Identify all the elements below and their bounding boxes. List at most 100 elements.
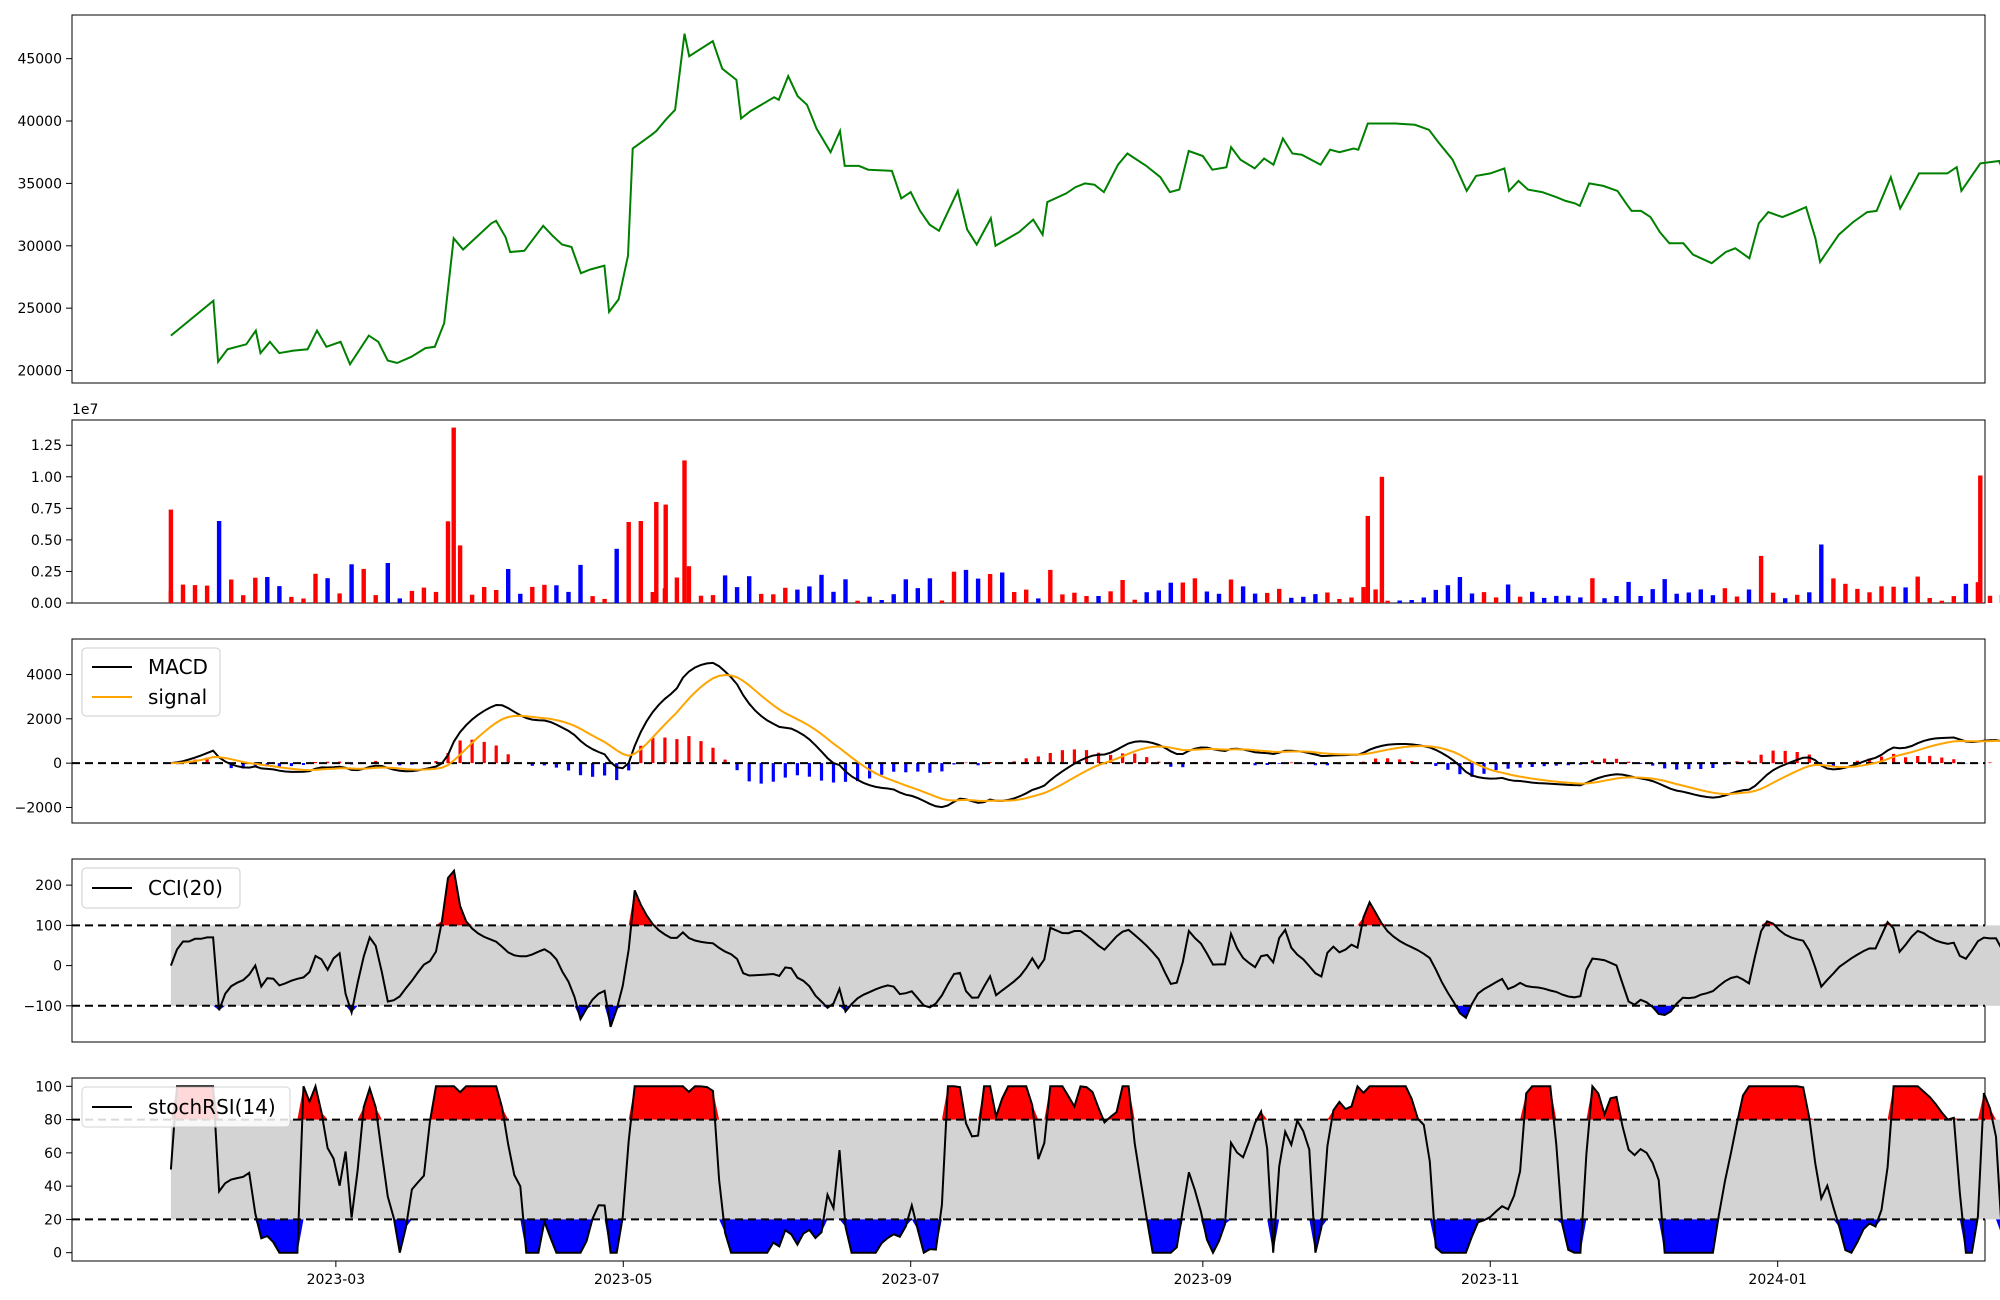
macd-histogram-bar bbox=[1855, 760, 1859, 764]
volume-bar bbox=[1036, 598, 1041, 603]
macd-histogram-bar bbox=[1566, 763, 1570, 766]
volume-bar bbox=[361, 568, 366, 603]
price-ytick-label: 20000 bbox=[17, 364, 62, 380]
macd-ytick-label: −2000 bbox=[15, 800, 62, 816]
macd-histogram-bar bbox=[554, 763, 558, 768]
volume-bar bbox=[1662, 579, 1667, 603]
cci-ytick-label: 0 bbox=[53, 959, 62, 975]
volume-bar bbox=[1072, 592, 1077, 603]
stochrsi-ytick-label: 20 bbox=[44, 1212, 62, 1228]
macd-histogram-bar bbox=[711, 747, 715, 764]
macd-histogram-bar bbox=[940, 763, 944, 772]
macd-histogram-bar bbox=[1783, 750, 1787, 764]
macd-histogram-bar bbox=[1590, 760, 1594, 764]
macd-histogram-bar bbox=[928, 763, 932, 773]
volume-bar bbox=[654, 502, 659, 603]
volume-bar bbox=[1626, 581, 1631, 603]
stochrsi-legend: stochRSI(14) bbox=[81, 1086, 291, 1128]
volume-bar bbox=[1590, 578, 1595, 603]
macd-histogram-bar bbox=[988, 762, 992, 764]
x-tick-label: 2023-03 bbox=[307, 1272, 366, 1288]
volume-bar bbox=[843, 579, 848, 603]
volume-bar bbox=[518, 593, 523, 603]
volume-bar bbox=[1433, 589, 1438, 603]
macd-histogram-bar bbox=[277, 763, 281, 767]
macd-histogram-bar bbox=[229, 763, 233, 769]
volume-bar bbox=[1722, 588, 1728, 603]
volume-bar bbox=[722, 575, 728, 603]
macd-histogram-bar bbox=[398, 763, 402, 766]
volume-bar bbox=[337, 593, 342, 603]
macd-legend: MACD signal bbox=[81, 647, 221, 717]
volume-bar bbox=[216, 521, 222, 603]
macd-histogram-bar bbox=[783, 763, 787, 778]
volume-bar bbox=[1120, 580, 1125, 603]
macd-histogram-bar bbox=[591, 763, 595, 777]
price-panel: 20000 25000 30000 35000 40000 45000 bbox=[17, 14, 2000, 384]
volume-bar bbox=[1734, 596, 1740, 603]
volume-bar bbox=[1795, 594, 1800, 603]
volume-bar bbox=[482, 587, 487, 603]
volume-bar bbox=[1566, 595, 1571, 603]
macd-legend-box bbox=[81, 647, 221, 717]
volume-bar bbox=[1638, 596, 1643, 603]
macd-histogram-bar bbox=[1747, 760, 1751, 764]
volume-bar bbox=[1686, 592, 1691, 603]
volume-bar bbox=[819, 574, 824, 603]
macd-histogram-bar bbox=[434, 761, 438, 764]
volume-bar bbox=[1843, 583, 1848, 603]
stochrsi-panel: 0 20 40 60 80 100 stochRSI(14) 2023-03 2023-05… bbox=[35, 1077, 2000, 1288]
volume-bar bbox=[1963, 583, 1969, 603]
price-axes-frame bbox=[71, 14, 1986, 384]
volume-bar bbox=[1758, 555, 1764, 603]
volume-bar bbox=[180, 584, 186, 603]
macd-histogram-bar bbox=[880, 763, 884, 775]
macd-histogram-bar bbox=[542, 763, 546, 766]
macd-histogram-bar bbox=[1121, 753, 1125, 764]
volume-bar bbox=[1349, 597, 1354, 603]
volume-bar bbox=[1542, 597, 1547, 603]
price-ytick-label: 30000 bbox=[17, 239, 62, 255]
stochrsi-band-fill bbox=[170, 1119, 2000, 1220]
volume-ytick-label: 0.25 bbox=[31, 564, 62, 580]
volume-bar bbox=[1457, 577, 1463, 603]
volume-bar bbox=[1168, 582, 1173, 603]
volume-bar bbox=[1493, 597, 1499, 603]
macd-histogram-bar bbox=[795, 763, 799, 776]
volume-bar bbox=[445, 521, 451, 603]
volume-bar bbox=[682, 460, 687, 603]
macd-histogram-bar bbox=[699, 741, 703, 764]
macd-histogram-bar bbox=[1795, 752, 1799, 764]
cci-oversold-fill bbox=[170, 1005, 2000, 1027]
volume-bar bbox=[1373, 589, 1378, 603]
volume-bar bbox=[1204, 591, 1210, 603]
volume-bar bbox=[1674, 593, 1679, 603]
volume-offset-text: 1e7 bbox=[72, 402, 98, 418]
macd-histogram-bar bbox=[663, 737, 667, 764]
volume-bar bbox=[1867, 592, 1872, 603]
macd-panel: −2000 0 2000 4000 MACD signal bbox=[15, 638, 2000, 824]
macd-histogram-bar bbox=[1904, 757, 1908, 764]
macd-histogram-bar bbox=[1313, 763, 1317, 766]
volume-bar bbox=[578, 564, 583, 603]
stochrsi-overbought-fill bbox=[170, 1086, 2000, 1120]
macd-histogram-bar bbox=[1072, 749, 1076, 764]
volume-bar bbox=[975, 578, 981, 603]
macd-ytick-label: 2000 bbox=[26, 712, 62, 728]
macd-histogram-bar bbox=[566, 763, 571, 771]
volume-bar bbox=[1325, 592, 1330, 603]
volume-bar bbox=[1397, 600, 1402, 603]
volume-bar bbox=[1807, 592, 1812, 603]
macd-histogram-bar bbox=[1663, 763, 1667, 769]
macd-histogram-bar bbox=[1879, 756, 1884, 764]
x-tick-label: 2023-09 bbox=[1174, 1272, 1233, 1288]
volume-bar bbox=[1240, 586, 1246, 603]
volume-bar bbox=[759, 593, 764, 603]
macd-histogram-bar bbox=[313, 762, 318, 764]
volume-bar bbox=[590, 596, 595, 603]
macd-histogram-bar bbox=[1952, 759, 1956, 764]
macd-histogram-bar bbox=[458, 740, 462, 764]
volume-bar bbox=[457, 545, 463, 603]
volume-bar bbox=[1192, 578, 1198, 603]
macd-histogram-bar bbox=[1386, 758, 1390, 764]
